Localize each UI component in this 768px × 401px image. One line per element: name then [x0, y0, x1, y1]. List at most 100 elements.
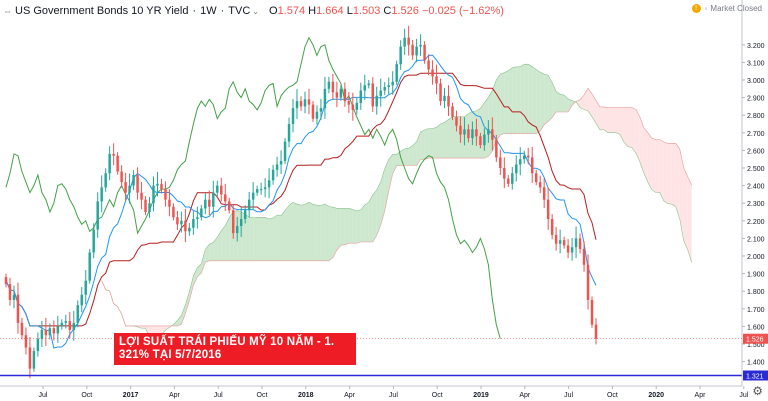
candle — [80, 294, 83, 306]
cloud-segment — [468, 111, 473, 159]
candle — [451, 106, 454, 117]
candle — [542, 187, 546, 200]
candle — [467, 129, 470, 139]
cloud-segment — [209, 242, 214, 261]
cloud-segment — [245, 214, 250, 261]
cloud-segment — [360, 205, 365, 243]
candle — [435, 76, 438, 84]
candle — [323, 88, 327, 109]
y-tick-label: 1.400 — [747, 360, 765, 367]
interval-label[interactable]: 1W — [200, 5, 217, 17]
gear-icon[interactable]: ⚙ — [752, 384, 763, 398]
cloud-segment — [623, 107, 628, 147]
y-tick-label: 1.800 — [747, 289, 765, 296]
cloud-segment — [356, 209, 361, 244]
candle — [570, 247, 574, 253]
header-separator: · — [220, 5, 225, 17]
x-tick-label: Oct — [257, 392, 268, 399]
candle — [116, 155, 119, 172]
candle — [104, 173, 107, 188]
candle — [251, 192, 255, 200]
candle — [263, 187, 267, 190]
market-status[interactable]: ! ◦ Market Closed — [691, 4, 762, 13]
candle — [120, 171, 123, 183]
cloud-segment — [352, 209, 357, 244]
candle — [574, 238, 578, 248]
candle — [20, 322, 24, 336]
candle — [519, 159, 522, 165]
candle — [399, 46, 402, 65]
candle — [172, 206, 175, 218]
candle — [455, 116, 458, 126]
candle — [534, 173, 538, 183]
cloud-segment — [277, 215, 282, 261]
cloud-segment — [165, 325, 170, 331]
y-tick-label: 2.700 — [747, 131, 765, 138]
candle — [76, 305, 79, 323]
candle — [503, 168, 506, 179]
cloud-segment — [496, 74, 501, 141]
cloud-segment — [647, 132, 652, 190]
candle — [554, 234, 558, 244]
cloud-segment — [448, 116, 453, 159]
candle — [239, 219, 243, 227]
cloud-segment — [552, 82, 557, 118]
y-tick-label: 1.500 — [747, 342, 765, 349]
candle — [180, 220, 183, 225]
candle — [148, 203, 151, 212]
cloud-segment — [611, 107, 616, 133]
candle — [594, 324, 598, 339]
symbol-title[interactable]: US Government Bonds 10 YR Yield — [15, 5, 189, 17]
cloud-segment — [273, 215, 278, 261]
cloud-segment — [304, 202, 309, 261]
cloud-segment — [436, 123, 441, 159]
candle — [259, 189, 263, 191]
cloud-segment — [560, 94, 565, 112]
cloud-segment — [540, 72, 545, 132]
cloud-segment — [671, 143, 676, 207]
candle — [359, 90, 363, 103]
cloud-segment — [588, 88, 593, 117]
x-tick-label: Apr — [695, 392, 707, 399]
annotation-line-1: LỢI SUẤT TRÁI PHIẾU MỸ 10 NĂM - 1. — [119, 336, 335, 348]
cloud-segment — [293, 202, 298, 261]
cloud-segment — [316, 205, 321, 261]
lagging-span-line — [5, 36, 501, 339]
cloud-segment — [635, 109, 640, 162]
cloud-segment — [444, 119, 449, 159]
x-tick-label: Jul — [389, 392, 398, 399]
header-separator: · — [192, 5, 197, 17]
cloud-segment — [297, 204, 301, 261]
y-tick-label: 2.200 — [747, 219, 765, 226]
candle — [483, 134, 486, 146]
candle — [379, 90, 382, 96]
cloud-segment — [193, 267, 198, 286]
candle — [335, 92, 339, 98]
chevron-down-icon[interactable]: ⌄ — [252, 6, 259, 16]
cloud-segment — [424, 128, 429, 160]
cloud-segment — [285, 205, 290, 261]
collapse-arrow-icon[interactable]: ⇔ — [3, 6, 12, 16]
x-tick-label: Apr — [519, 392, 531, 399]
y-tick-label: 2.500 — [747, 166, 765, 173]
y-tick-label: 2.900 — [747, 96, 765, 103]
candle — [439, 83, 442, 102]
candle — [152, 185, 155, 204]
cloud-segment — [504, 70, 509, 134]
candle — [315, 111, 319, 119]
cloud-segment — [584, 88, 589, 112]
cloud-segment — [599, 106, 604, 130]
candle — [475, 129, 478, 137]
cloud-segment — [141, 325, 146, 329]
y-tick-label: 1.600 — [747, 324, 765, 331]
annotation-line-2: 321% TẠI 5/7/2016 — [119, 349, 222, 361]
candle — [523, 155, 526, 160]
cloud-segment — [516, 66, 521, 134]
base-line — [5, 72, 597, 327]
candle — [283, 141, 287, 161]
candle — [231, 210, 235, 234]
cloud-segment — [328, 206, 333, 261]
cloud-segment — [384, 159, 389, 211]
candle — [287, 124, 291, 142]
cloud-segment — [619, 107, 624, 143]
